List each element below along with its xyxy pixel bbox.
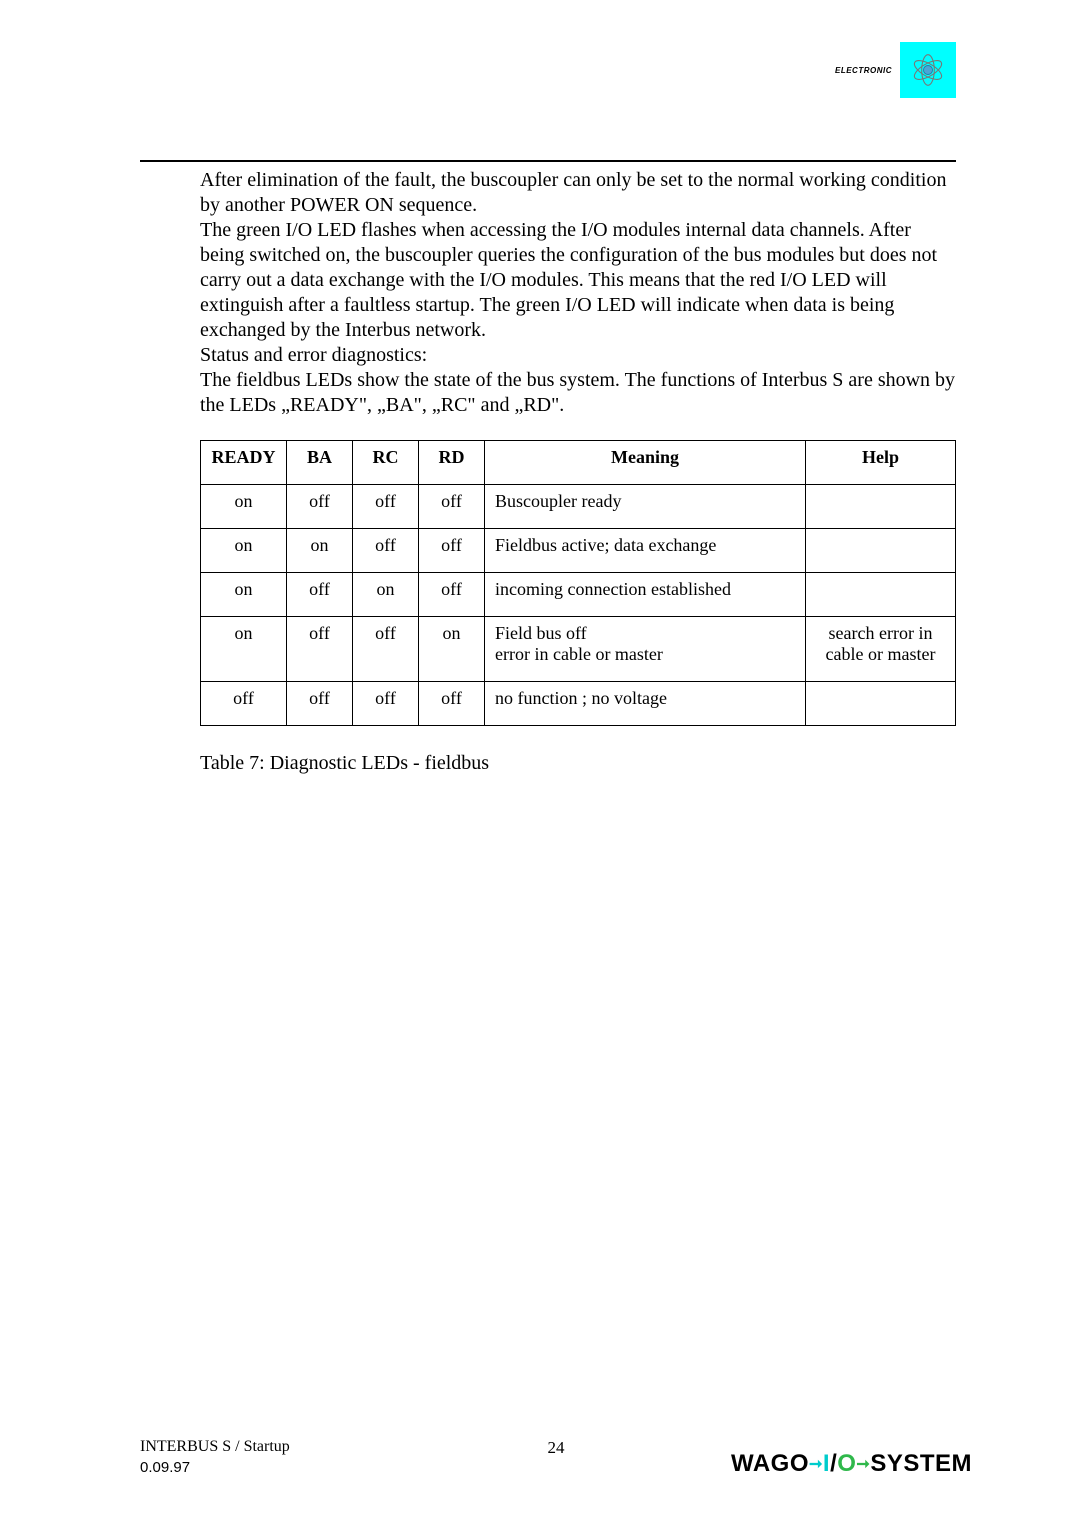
- th-ba: BA: [287, 441, 353, 485]
- logo-box: [900, 42, 956, 98]
- cell-rc: off: [353, 617, 419, 682]
- cell-ba: off: [287, 573, 353, 617]
- table-row: off off off off no function ; no voltage: [201, 682, 956, 726]
- footer-doc-title: INTERBUS S / Startup: [140, 1436, 290, 1458]
- cell-meaning: no function ; no voltage: [485, 682, 806, 726]
- arrow-icon: ➞: [809, 1456, 823, 1473]
- th-ready: READY: [201, 441, 287, 485]
- th-help: Help: [806, 441, 956, 485]
- cell-rc: off: [353, 682, 419, 726]
- table-caption: Table 7: Diagnostic LEDs - fieldbus: [200, 752, 956, 775]
- cell-ready: on: [201, 529, 287, 573]
- cell-meaning: Buscoupler ready: [485, 485, 806, 529]
- cell-ba: off: [287, 617, 353, 682]
- cell-rc: off: [353, 529, 419, 573]
- cell-help: [806, 573, 956, 617]
- table-row: on off off on Field bus off error in cab…: [201, 617, 956, 682]
- diagnostic-leds-table: READY BA RC RD Meaning Help on off off o…: [200, 440, 956, 726]
- cell-rd: on: [419, 617, 485, 682]
- table-row: on off off off Buscoupler ready: [201, 485, 956, 529]
- cell-ready: on: [201, 485, 287, 529]
- atom-icon: [910, 52, 946, 88]
- header-divider: [140, 160, 956, 162]
- cell-rd: off: [419, 485, 485, 529]
- cell-meaning: Field bus off error in cable or master: [485, 617, 806, 682]
- cell-rd: off: [419, 573, 485, 617]
- cell-ready: on: [201, 617, 287, 682]
- table-header-row: READY BA RC RD Meaning Help: [201, 441, 956, 485]
- table-row: on off on off incoming connection establ…: [201, 573, 956, 617]
- body-text: After elimination of the fault, the busc…: [200, 168, 956, 418]
- paragraph-4: The fieldbus LEDs show the state of the …: [200, 368, 956, 418]
- paragraph-3: Status and error diagnostics:: [200, 343, 956, 368]
- footer-page-number: 24: [548, 1438, 565, 1458]
- header-logo-area: ELECTRONIC: [835, 42, 956, 98]
- arrow-icon: ➞: [856, 1456, 870, 1473]
- footer-brand: WAGO➞I/O➞SYSTEM: [731, 1450, 972, 1478]
- footer-date: 0.09.97: [140, 1458, 290, 1478]
- cell-rd: off: [419, 682, 485, 726]
- cell-help: [806, 682, 956, 726]
- paragraph-2: The green I/O LED flashes when accessing…: [200, 218, 956, 343]
- th-rc: RC: [353, 441, 419, 485]
- th-meaning: Meaning: [485, 441, 806, 485]
- th-rd: RD: [419, 441, 485, 485]
- cell-rd: off: [419, 529, 485, 573]
- brand-wago: WAGO: [731, 1450, 809, 1477]
- cell-help: search error in cable or master: [806, 617, 956, 682]
- cell-meaning: Fieldbus active; data exchange: [485, 529, 806, 573]
- electronic-label: ELECTRONIC: [835, 66, 892, 75]
- brand-i: I: [823, 1450, 830, 1477]
- page-footer: INTERBUS S / Startup 0.09.97 24 WAGO➞I/O…: [140, 1436, 972, 1478]
- paragraph-1: After elimination of the fault, the busc…: [200, 168, 956, 218]
- cell-rc: off: [353, 485, 419, 529]
- table-row: on on off off Fieldbus active; data exch…: [201, 529, 956, 573]
- cell-ba: off: [287, 682, 353, 726]
- footer-left: INTERBUS S / Startup 0.09.97: [140, 1436, 290, 1478]
- brand-system: SYSTEM: [870, 1450, 972, 1477]
- cell-meaning: incoming connection established: [485, 573, 806, 617]
- brand-o: O: [837, 1450, 856, 1477]
- cell-help: [806, 529, 956, 573]
- cell-rc: on: [353, 573, 419, 617]
- cell-ba: on: [287, 529, 353, 573]
- cell-ba: off: [287, 485, 353, 529]
- cell-help: [806, 485, 956, 529]
- cell-ready: off: [201, 682, 287, 726]
- cell-ready: on: [201, 573, 287, 617]
